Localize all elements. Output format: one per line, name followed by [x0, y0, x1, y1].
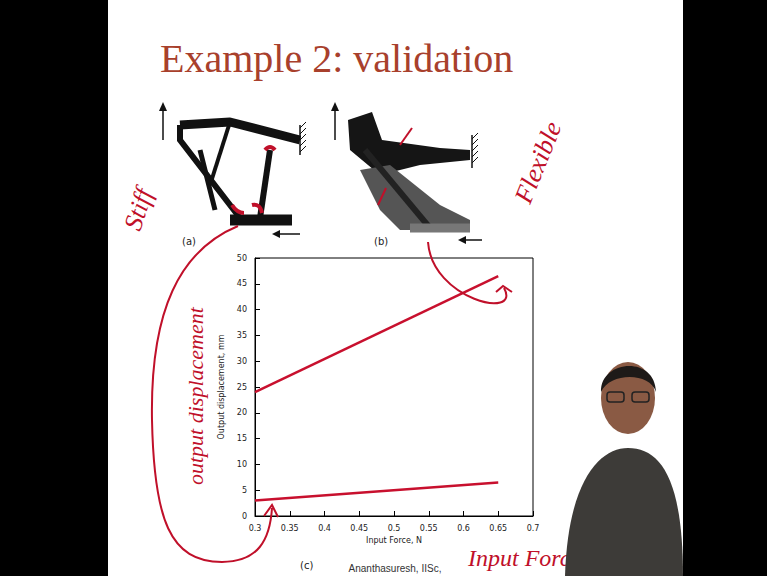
svg-text:10: 10	[237, 460, 247, 469]
svg-text:0.5: 0.5	[388, 524, 401, 533]
svg-text:(c): (c)	[300, 560, 313, 571]
svg-text:Output displacement, mm: Output displacement, mm	[217, 334, 226, 439]
svg-text:40: 40	[237, 305, 247, 314]
svg-text:5: 5	[242, 486, 247, 495]
svg-text:Ananthasuresh, IISc,: Ananthasuresh, IISc,	[349, 563, 442, 574]
svg-text:0.45: 0.45	[350, 524, 368, 533]
svg-text:0.7: 0.7	[527, 524, 540, 533]
svg-text:0.35: 0.35	[281, 524, 299, 533]
svg-text:0.55: 0.55	[420, 524, 438, 533]
svg-text:50: 50	[237, 254, 247, 263]
svg-text:15: 15	[237, 434, 247, 443]
svg-text:25: 25	[237, 383, 247, 392]
svg-text:Input Force, N: Input Force, N	[366, 536, 422, 545]
svg-text:Input Force: Input Force	[467, 545, 581, 571]
svg-text:Stiff: Stiff	[118, 181, 160, 233]
svg-text:Example 2: validation: Example 2: validation	[160, 36, 513, 81]
svg-text:0.4: 0.4	[318, 524, 331, 533]
svg-text:20: 20	[237, 408, 247, 417]
svg-text:(a): (a)	[182, 236, 196, 247]
svg-text:Flexible: Flexible	[508, 117, 567, 208]
svg-text:35: 35	[237, 331, 247, 340]
svg-text:30: 30	[237, 357, 247, 366]
svg-text:output displacement: output displacement	[183, 306, 208, 485]
svg-text:0.65: 0.65	[489, 524, 507, 533]
svg-text:0.3: 0.3	[249, 524, 262, 533]
svg-text:45: 45	[237, 279, 247, 288]
svg-text:0: 0	[242, 512, 247, 521]
svg-text:(b): (b)	[374, 236, 388, 247]
svg-text:0.6: 0.6	[457, 524, 470, 533]
